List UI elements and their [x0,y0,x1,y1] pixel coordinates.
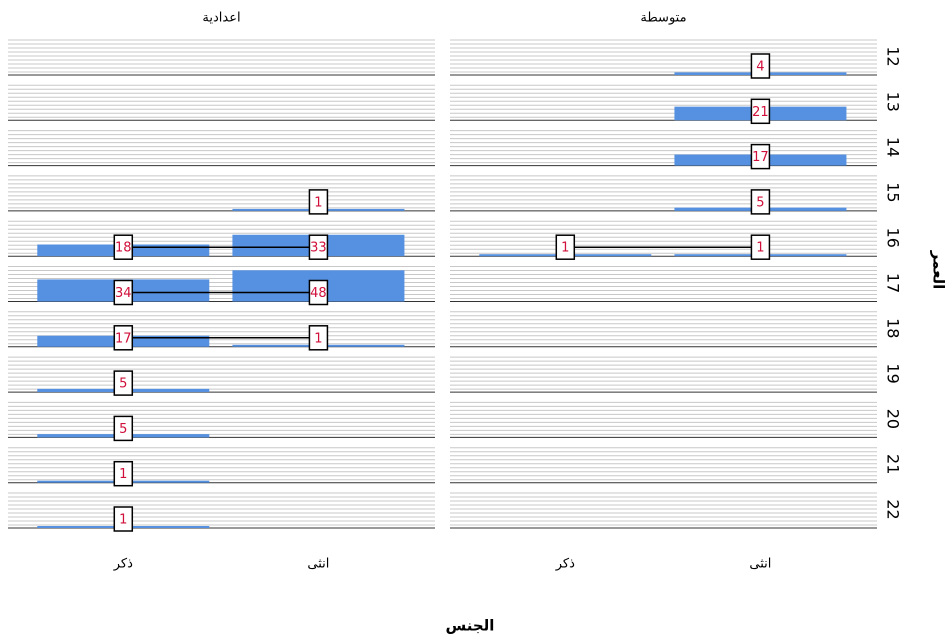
y-axis-title: العمر [930,250,948,290]
x-tick-label: انثى [307,557,329,572]
panel-title: اعدادية [202,11,240,26]
label-box [750,53,771,79]
row-label: 22 [884,499,903,519]
row-label: 13 [884,92,903,112]
data-label: 5 [119,422,127,437]
data-label: 17 [115,331,132,346]
row-label: 15 [884,182,903,202]
x-tick-label: ذكر [113,557,133,572]
data-label: 1 [314,195,322,210]
label-box [750,98,771,125]
row-label: 17 [884,273,903,293]
label-box [113,506,134,532]
data-label: 5 [119,377,127,392]
data-label: 1 [561,241,569,256]
label-box [113,370,134,396]
data-label: 17 [752,150,769,165]
label-box [750,189,771,215]
label-box [750,234,771,260]
label-box [113,460,134,487]
row-label: 21 [884,454,903,474]
label-box [308,189,329,215]
data-label: 4 [756,60,764,75]
data-label: 5 [756,195,764,210]
data-label: 34 [115,286,132,301]
data-label: 1 [314,331,322,346]
x-axis-title: الجنس [446,617,495,635]
data-label: 1 [756,241,764,256]
label-box [113,279,134,306]
row-label: 20 [884,409,903,429]
label-box [750,143,771,170]
data-label: 1 [119,513,127,528]
row-label: 14 [884,137,903,157]
data-label: 21 [752,105,769,120]
label-box [113,234,134,260]
label-box [308,279,329,306]
row-label: 16 [884,228,903,248]
row-label: 12 [884,46,903,66]
label-box [113,415,134,442]
x-tick-label: ذكر [555,557,575,572]
label-box [555,234,576,260]
x-tick-label: انثى [749,557,771,572]
row-label: 18 [884,318,903,338]
data-label: 48 [310,286,327,301]
panel-title: متوسطة [640,11,686,26]
label-box [308,234,329,260]
data-label: 18 [115,241,132,256]
row-label: 19 [884,363,903,383]
label-box [113,325,134,351]
data-label: 1 [119,467,127,482]
label-box [308,325,329,351]
data-label: 33 [310,241,327,256]
